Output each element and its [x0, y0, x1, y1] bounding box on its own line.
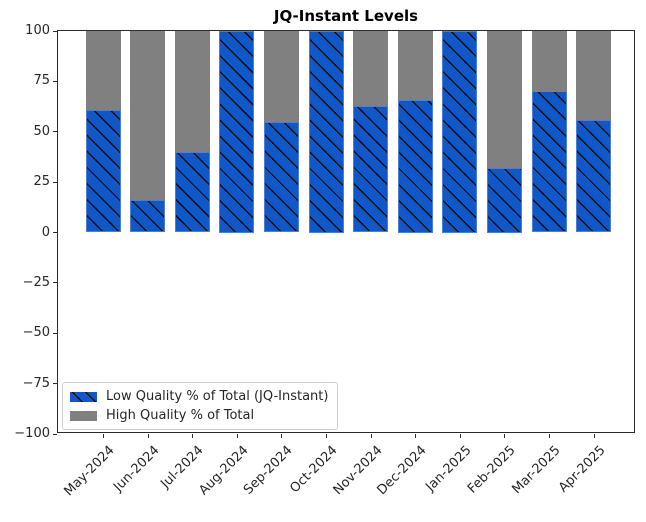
- y-tick-mark: [53, 80, 57, 82]
- x-tick-mark: [103, 434, 104, 438]
- y-axis-tick-label: −100: [14, 426, 50, 441]
- x-tick-mark: [593, 434, 595, 438]
- y-axis-tick-label: −25: [22, 274, 50, 290]
- y-tick-mark: [53, 332, 57, 334]
- legend-label-low-quality: Low Quality % of Total (JQ-Instant): [106, 389, 329, 404]
- bar-high-segment-Dec-2024: [397, 31, 433, 100]
- y-axis-tick-label: 75: [33, 73, 50, 89]
- bar-low-segment-Sep-2024: [263, 121, 299, 233]
- bar-low-segment-Apr-2025: [576, 119, 612, 233]
- x-tick-mark: [236, 434, 238, 438]
- bar-low-segment-Mar-2025: [531, 91, 567, 233]
- x-tick-mark: [192, 434, 194, 438]
- y-axis-tick-label: 100: [25, 23, 50, 38]
- x-tick-mark: [415, 434, 417, 438]
- legend-swatch-high-quality: [70, 410, 97, 421]
- y-tick-mark: [53, 383, 57, 385]
- y-axis-tick-label: −75: [22, 375, 50, 391]
- x-tick-mark: [326, 434, 327, 438]
- bar-low-segment-Jul-2024: [174, 151, 210, 233]
- x-tick-mark: [370, 434, 372, 438]
- bar-low-segment-Jan-2025: [442, 31, 478, 233]
- legend: Low Quality % of Total (JQ-Instant) High…: [62, 382, 339, 430]
- y-axis-tick-label: 25: [33, 174, 50, 190]
- bar-low-segment-May-2024: [85, 109, 121, 233]
- legend-item-low-quality: Low Quality % of Total (JQ-Instant): [70, 389, 328, 404]
- legend-swatch-low-quality: [70, 391, 97, 402]
- x-tick-mark: [504, 434, 506, 438]
- bar-high-segment-Apr-2025: [576, 31, 612, 120]
- x-axis-tick-label: Apr-2025: [555, 443, 609, 496]
- y-tick-mark: [53, 433, 57, 435]
- bar-high-segment-May-2024: [85, 31, 121, 110]
- y-axis-tick-label: −50: [22, 325, 50, 341]
- y-tick-mark: [53, 131, 57, 133]
- bar-low-segment-Jun-2024: [130, 200, 166, 233]
- x-tick-mark: [549, 434, 550, 438]
- bar-low-segment-Nov-2024: [353, 105, 389, 233]
- legend-label-high-quality: High Quality % of Total: [106, 408, 255, 423]
- bar-low-segment-Dec-2024: [397, 99, 433, 233]
- bar-high-segment-Jul-2024: [174, 31, 210, 152]
- plot-area: 100 75 50 25 0 −25 −50 −75 −100 May-2024 Jun-2024 J…: [14, 24, 635, 499]
- chart-title: JQ-Instant Levels: [273, 7, 419, 25]
- x-tick-mark: [281, 434, 283, 438]
- legend-item-high-quality: High Quality % of Total: [70, 408, 328, 423]
- bar-high-segment-Jun-2024: [130, 31, 166, 201]
- x-tick-mark: [147, 434, 149, 438]
- bar-high-segment-Feb-2025: [486, 31, 522, 168]
- y-tick-mark: [53, 30, 57, 32]
- y-tick-mark: [53, 181, 57, 183]
- bar-high-segment-Nov-2024: [353, 31, 389, 106]
- bar-low-segment-Feb-2025: [486, 168, 522, 233]
- y-tick-mark: [53, 232, 57, 233]
- bar-high-segment-Sep-2024: [263, 31, 299, 122]
- y-tick-mark: [53, 282, 57, 284]
- y-axis-tick-label: 0: [41, 224, 50, 240]
- bar-high-segment-Mar-2025: [531, 31, 567, 92]
- x-axis-tick-label: Mar-2025: [509, 443, 564, 498]
- bar-low-segment-Oct-2024: [308, 31, 344, 233]
- x-tick-mark: [459, 434, 461, 438]
- x-axis-tick-label: Jun-2024: [110, 443, 163, 495]
- bar-low-segment-Aug-2024: [219, 31, 255, 233]
- x-axis-tick-label: May-2024: [61, 443, 118, 500]
- y-axis-tick-label: 50: [33, 123, 50, 139]
